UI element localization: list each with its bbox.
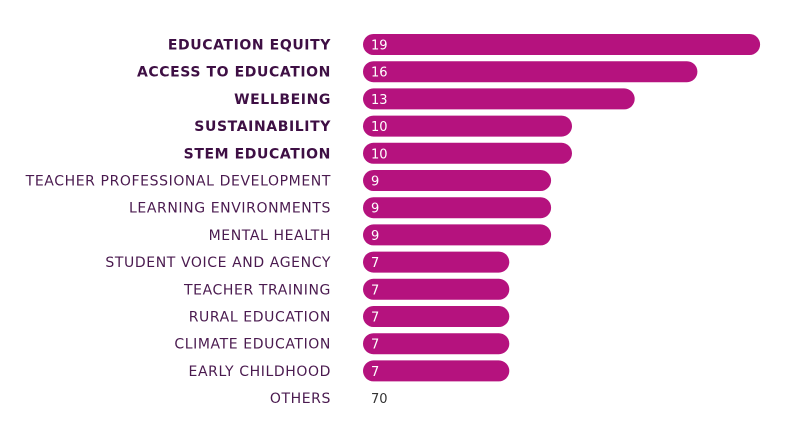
value-label-education-equity: 19 xyxy=(371,39,388,54)
category-label-access-to-education: ACCESS TO EDUCATION xyxy=(137,65,331,81)
category-label-learning-environments: LEARNING ENVIRONMENTS xyxy=(129,201,331,217)
bar-student-voice-and-agency xyxy=(363,251,510,273)
value-label-mental-health: 9 xyxy=(371,229,379,244)
bar-access-to-education xyxy=(363,61,698,83)
value-label-wellbeing: 13 xyxy=(371,93,388,108)
category-label-rural-education: RURAL EDUCATION xyxy=(189,310,331,326)
value-label-rural-education: 7 xyxy=(371,311,379,326)
bar-learning-environments xyxy=(363,197,552,219)
bar-teacher-professional-development xyxy=(363,170,552,191)
value-label-others: 70 xyxy=(371,392,388,407)
category-label-early-childhood: EARLY CHILDHOOD xyxy=(189,364,331,380)
bars xyxy=(363,34,761,382)
category-label-student-voice-and-agency: STUDENT VOICE AND AGENCY xyxy=(105,255,331,271)
bar-early-childhood xyxy=(363,360,510,382)
bar-climate-education xyxy=(363,333,510,355)
value-label-early-childhood: 7 xyxy=(371,365,379,380)
value-label-student-voice-and-agency: 7 xyxy=(371,256,379,271)
category-label-wellbeing: WELLBEING xyxy=(234,92,331,108)
category-label-teacher-professional-development: TEACHER PROFESSIONAL DEVELOPMENT xyxy=(25,174,331,190)
category-label-sustainability: SUSTAINABILITY xyxy=(194,119,331,135)
category-label-climate-education: CLIMATE EDUCATION xyxy=(174,337,331,353)
value-label-stem-education: 10 xyxy=(371,147,388,162)
value-label-teacher-training: 7 xyxy=(371,283,379,298)
value-label-sustainability: 10 xyxy=(371,120,388,135)
bar-teacher-training xyxy=(363,278,510,300)
category-labels: EDUCATION EQUITY ACCESS TO EDUCATION WELLB… xyxy=(25,38,331,408)
category-label-education-equity: EDUCATION EQUITY xyxy=(168,38,331,54)
category-label-others: OTHERS xyxy=(270,391,331,407)
bar-education-equity xyxy=(363,34,761,55)
bar-mental-health xyxy=(363,224,552,246)
bar-rural-education xyxy=(363,306,510,327)
value-label-teacher-professional-development: 9 xyxy=(371,175,379,190)
value-labels: 19 16 13 10 10 9 9 9 7 7 7 7 7 70 xyxy=(371,39,388,408)
category-label-stem-education: STEM EDUCATION xyxy=(184,146,331,162)
value-label-access-to-education: 16 xyxy=(371,66,388,81)
bar-stem-education xyxy=(363,142,572,164)
value-label-learning-environments: 9 xyxy=(371,202,379,217)
bar-wellbeing xyxy=(363,88,635,110)
category-label-mental-health: MENTAL HEALTH xyxy=(209,228,331,244)
category-label-teacher-training: TEACHER TRAINING xyxy=(183,282,331,298)
bar-sustainability xyxy=(363,115,572,137)
value-label-climate-education: 7 xyxy=(371,338,379,353)
